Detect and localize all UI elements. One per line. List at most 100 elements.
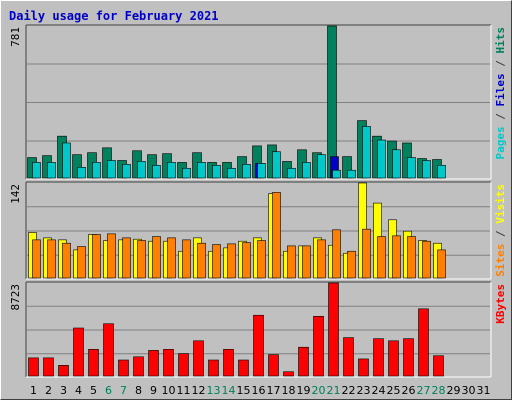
legend-entry: / [494, 224, 507, 244]
bar-kbytes-day-25 [388, 340, 399, 377]
x-tick-label: 20 [312, 384, 326, 397]
x-tick-label: 29 [447, 384, 461, 397]
bar-pages-day-15 [242, 164, 251, 179]
bar-pages-day-23 [362, 126, 371, 179]
bar-pages-day-12 [197, 162, 206, 179]
bar-sites-day-12 [197, 242, 206, 279]
x-tick-label: 10 [162, 384, 176, 397]
bar-hits-day-4 [72, 154, 82, 179]
bar-pages-day-11 [182, 167, 191, 179]
bar-sites-day-9 [152, 236, 161, 279]
bar-kbytes-day-4 [73, 327, 84, 377]
bar-hits-day-21 [327, 25, 337, 179]
bar-kbytes-day-7 [118, 359, 129, 377]
bar-pages-day-26 [407, 157, 416, 179]
bar-hits-day-22 [342, 156, 352, 179]
bar-kbytes-day-17 [268, 354, 279, 377]
bar-pages-day-19 [302, 162, 311, 179]
bar-pages-day-7 [122, 164, 131, 179]
bar-sites-day-16 [257, 240, 266, 279]
bar-sites-day-11 [182, 239, 191, 279]
bar-pages-day-6 [107, 160, 116, 179]
bar-pages-day-16 [257, 163, 266, 179]
x-tick-label: 11 [177, 384, 191, 397]
x-tick-label: 4 [75, 384, 82, 397]
bar-kbytes-day-28 [433, 355, 444, 377]
x-tick-label: 3 [60, 384, 67, 397]
bar-sites-day-13 [212, 244, 221, 279]
x-tick-label: 8 [135, 384, 142, 397]
bar-kbytes-day-9 [148, 350, 159, 377]
bar-kbytes-day-15 [238, 359, 249, 377]
legend-entry: KBytes [494, 284, 507, 324]
bar-sites-day-7 [122, 237, 131, 279]
bar-kbytes-day-13 [208, 359, 219, 377]
bar-kbytes-day-23 [358, 358, 369, 377]
bar-sites-day-1 [32, 239, 41, 279]
bar-kbytes-day-20 [313, 315, 324, 377]
x-tick-label: 14 [222, 384, 236, 397]
x-tick-label: 19 [297, 384, 311, 397]
bar-pages-day-20 [317, 154, 326, 179]
bar-sites-day-6 [107, 233, 116, 279]
bar-pages-day-21 [332, 169, 341, 179]
bar-sites-day-19 [302, 245, 311, 279]
bar-sites-day-10 [167, 237, 176, 279]
bar-sites-day-18 [287, 245, 296, 279]
bar-pages-day-10 [167, 162, 176, 179]
bar-sites-day-25 [392, 235, 401, 279]
x-tick-label: 2 [45, 384, 52, 397]
x-tick-label: 7 [120, 384, 127, 397]
x-tick-label: 28 [432, 384, 446, 397]
legend-entry: Visits [494, 184, 507, 224]
legend-entry: Sites [494, 244, 507, 277]
bar-kbytes-day-24 [373, 338, 384, 377]
bar-sites-day-24 [377, 236, 386, 279]
bar-pages-day-13 [212, 165, 221, 179]
bar-pages-day-3 [62, 142, 71, 179]
bar-kbytes-day-16 [253, 314, 264, 377]
legend-entry: / [494, 54, 507, 74]
x-tick-label: 9 [150, 384, 157, 397]
bar-pages-day-28 [437, 165, 446, 179]
panel-bottom: 8723 KBytes [9, 281, 507, 378]
bar-kbytes-day-19 [298, 346, 309, 377]
bar-kbytes-day-26 [403, 338, 414, 377]
x-tick-label: 30 [462, 384, 476, 397]
bar-sites-day-15 [242, 242, 251, 279]
bar-pages-day-1 [32, 162, 41, 179]
bar-sites-day-26 [407, 236, 416, 279]
legend-bottom: KBytes [494, 284, 507, 324]
bar-kbytes-day-6 [103, 323, 114, 377]
bar-kbytes-day-2 [43, 357, 54, 377]
bar-pages-day-25 [392, 149, 401, 179]
x-tick-label: 25 [387, 384, 401, 397]
bar-pages-day-27 [422, 160, 431, 179]
x-tick-label: 27 [417, 384, 431, 397]
bar-kbytes-day-27 [418, 308, 429, 377]
x-tick-label: 13 [207, 384, 221, 397]
bar-pages-day-17 [272, 151, 281, 179]
x-tick-label: 23 [357, 384, 371, 397]
x-tick-label: 18 [282, 384, 296, 397]
bar-kbytes-day-5 [88, 349, 99, 377]
bar-pages-day-24 [377, 139, 386, 179]
bar-sites-day-21 [332, 229, 341, 279]
bar-sites-day-8 [137, 240, 146, 279]
legend-entry: Files [494, 73, 507, 106]
x-tick-label: 24 [372, 384, 386, 397]
bar-sites-day-14 [227, 243, 236, 279]
x-tick-label: 12 [192, 384, 206, 397]
x-tick-label: 26 [402, 384, 416, 397]
bar-pages-day-14 [227, 167, 236, 179]
bar-pages-day-4 [77, 166, 86, 179]
bar-sites-day-17 [272, 192, 281, 279]
bar-kbytes-day-3 [58, 365, 69, 377]
bar-kbytes-day-10 [163, 349, 174, 377]
bar-kbytes-day-21 [328, 282, 339, 377]
chart-title: Daily usage for February 2021 [9, 9, 219, 23]
x-tick-label: 16 [252, 384, 266, 397]
bar-pages-day-5 [92, 162, 101, 179]
